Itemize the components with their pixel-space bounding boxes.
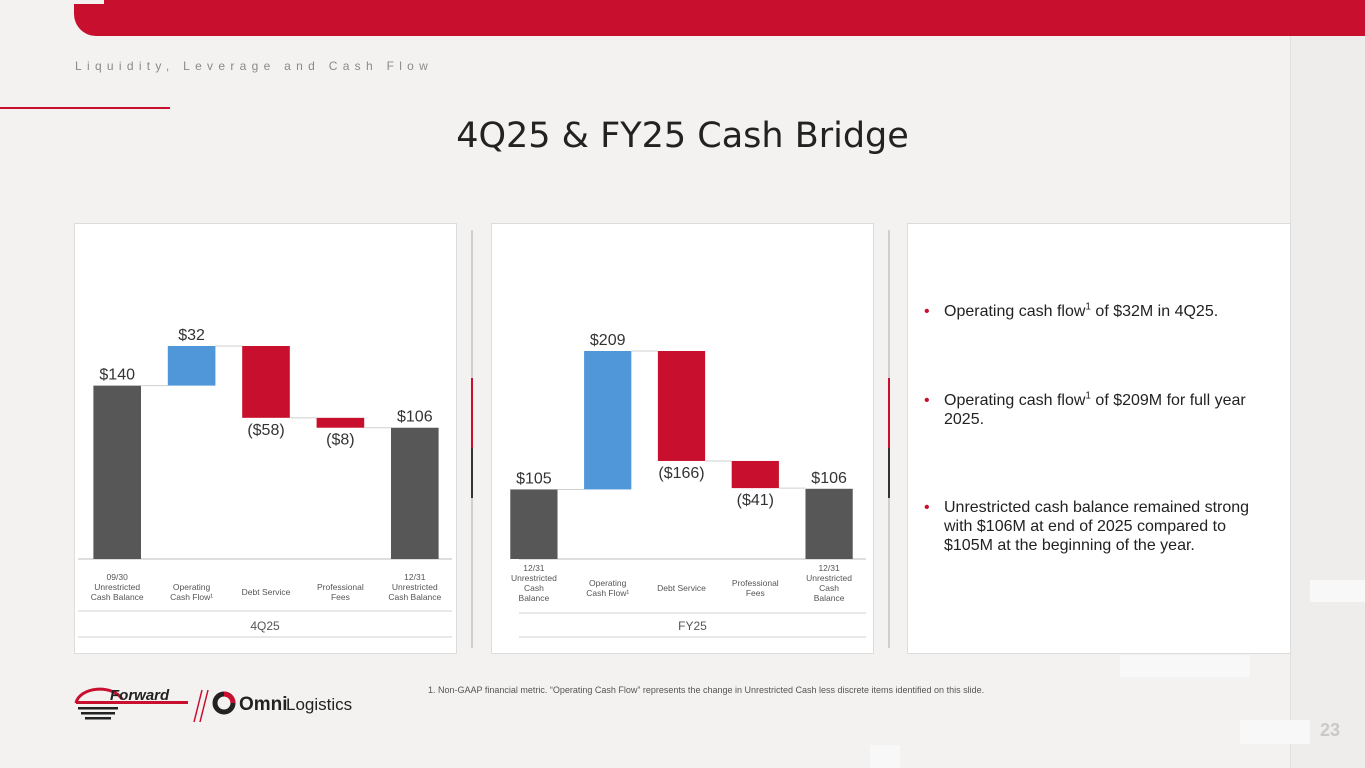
category-label: 12/31 xyxy=(523,563,545,573)
bullet-item: • Unrestricted cash balance remained str… xyxy=(924,498,1269,555)
waterfall-bar xyxy=(390,427,439,559)
category-label: Unrestricted xyxy=(94,582,140,592)
footnote-ref: 1 xyxy=(1085,390,1091,402)
data-label: $32 xyxy=(178,327,205,344)
waterfall-bar xyxy=(316,417,365,428)
group-label: 4Q25 xyxy=(250,619,280,633)
omni-wordmark: Omni xyxy=(239,694,288,715)
forward-logo-icon: Forward xyxy=(74,687,188,720)
footnote-ref: 1 xyxy=(1085,301,1091,313)
company-logo: Forward Omni Logistics xyxy=(74,687,352,723)
commentary-panel xyxy=(907,223,1291,654)
category-label: Unrestricted xyxy=(806,573,852,583)
bullet-text: of $32M in 4Q25. xyxy=(1090,303,1219,320)
bullet-text: Unrestricted cash balance remained stron… xyxy=(944,499,1250,554)
data-label: $105 xyxy=(516,470,552,487)
data-label: ($8) xyxy=(326,432,354,449)
waterfall-bar xyxy=(805,488,853,559)
data-label: $106 xyxy=(397,409,433,426)
bullet-item: • Operating cash flow1 of $32M in 4Q25. xyxy=(924,302,1284,321)
bullet-item: • Operating cash flow1 of $209M for full… xyxy=(924,391,1289,429)
category-label: Balance xyxy=(519,593,550,603)
bullet-text: Operating cash flow xyxy=(944,303,1086,320)
section-underline xyxy=(0,107,170,109)
logo-separator-icon xyxy=(193,689,209,723)
page-number: 23 xyxy=(1319,720,1341,740)
waterfall-bar xyxy=(93,385,142,559)
logistics-wordmark: Logistics xyxy=(286,695,352,714)
category-label: 12/31 xyxy=(404,572,426,582)
waterfall-bar xyxy=(242,346,290,418)
data-label: $209 xyxy=(590,332,626,349)
category-label: Balance xyxy=(814,593,845,603)
forward-wordmark: Forward xyxy=(110,687,170,704)
section-label: Liquidity, Leverage and Cash Flow xyxy=(75,59,434,73)
decor-shape xyxy=(870,745,900,768)
category-label: 09/30 xyxy=(107,572,129,582)
category-label: Unrestricted xyxy=(511,573,557,583)
waterfall-bar xyxy=(584,351,632,490)
decor-shape xyxy=(1310,580,1365,602)
data-label: ($58) xyxy=(247,422,284,439)
footnote: 1. Non-GAAP financial metric. “Operating… xyxy=(428,685,985,695)
panel-divider xyxy=(471,230,473,648)
omni-logo-icon: Omni Logistics xyxy=(212,691,352,715)
category-label: Fees xyxy=(746,588,765,598)
bullet-text: Operating cash flow xyxy=(944,392,1086,409)
category-label: Cash xyxy=(819,583,839,593)
waterfall-bar xyxy=(657,351,706,461)
category-label: Operating xyxy=(173,582,211,592)
category-label: Cash xyxy=(524,583,544,593)
top-accent-notch xyxy=(74,0,104,4)
category-label: Unrestricted xyxy=(392,582,438,592)
waterfall-bar xyxy=(167,346,216,386)
category-label: Professional xyxy=(317,582,364,592)
decor-shape xyxy=(1240,720,1310,744)
data-label: $140 xyxy=(99,367,135,384)
bullet-dot-icon: • xyxy=(924,392,930,409)
bullet-text: of $209M for full year 2025. xyxy=(944,392,1246,428)
group-label: FY25 xyxy=(678,619,707,633)
bullet-dot-icon: • xyxy=(924,303,930,320)
bullet-dot-icon: • xyxy=(924,499,930,516)
category-label: Cash Balance xyxy=(388,592,441,602)
data-label: $106 xyxy=(811,470,847,487)
category-label: Operating xyxy=(589,578,627,588)
category-label: Debt Service xyxy=(657,583,706,593)
data-label: ($41) xyxy=(737,492,774,509)
waterfall-bar xyxy=(731,460,779,489)
right-margin-strip xyxy=(1290,36,1365,768)
waterfall-bar xyxy=(510,489,558,559)
category-label: Cash Balance xyxy=(91,592,144,602)
category-label: Debt Service xyxy=(242,587,291,597)
panel-divider xyxy=(888,230,890,648)
category-label: Cash Flow¹ xyxy=(170,592,213,602)
page-title: 4Q25 & FY25 Cash Bridge xyxy=(456,116,909,156)
decor-shape xyxy=(1120,655,1250,677)
category-label: 12/31 xyxy=(818,563,840,573)
category-label: Professional xyxy=(732,578,779,588)
top-accent-bar xyxy=(74,0,1365,36)
data-label: ($166) xyxy=(658,465,704,482)
category-label: Cash Flow¹ xyxy=(586,588,629,598)
category-label: Fees xyxy=(331,592,350,602)
